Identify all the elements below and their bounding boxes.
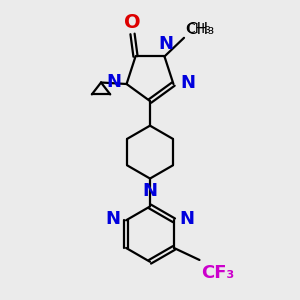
Text: N: N <box>106 73 121 91</box>
Text: CF₃: CF₃ <box>201 264 234 282</box>
Text: CH₃: CH₃ <box>186 22 214 37</box>
Text: O: O <box>124 14 141 32</box>
Text: N: N <box>180 74 195 92</box>
Text: N: N <box>158 34 173 52</box>
Text: N: N <box>106 210 121 228</box>
Text: N: N <box>142 182 158 200</box>
Text: N: N <box>179 210 194 228</box>
Text: CH₃: CH₃ <box>185 22 211 36</box>
